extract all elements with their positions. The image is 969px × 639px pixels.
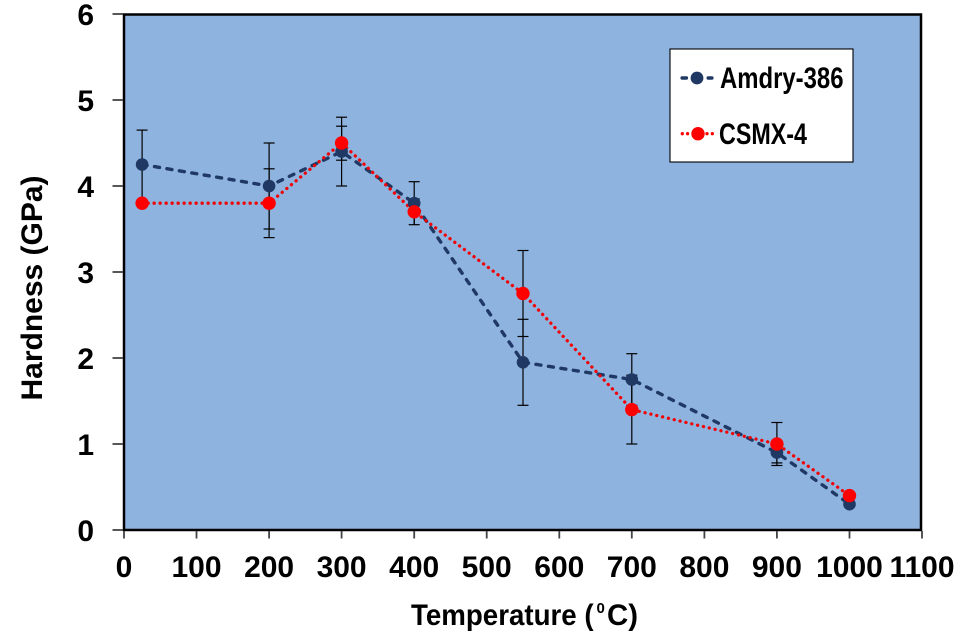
- svg-text:200: 200: [244, 551, 294, 584]
- svg-text:0: 0: [116, 551, 133, 584]
- svg-text:1100: 1100: [889, 551, 954, 584]
- svg-text:5: 5: [77, 85, 94, 118]
- svg-text:100: 100: [171, 551, 221, 584]
- svg-text:400: 400: [389, 551, 439, 584]
- svg-text:0: 0: [597, 600, 605, 617]
- svg-text:0: 0: [77, 515, 94, 548]
- svg-text:900: 900: [752, 551, 802, 584]
- svg-text:800: 800: [679, 551, 729, 584]
- svg-text:CSMX-4: CSMX-4: [719, 118, 807, 151]
- svg-text:Temperature (: Temperature (: [411, 599, 594, 632]
- svg-text:500: 500: [462, 551, 512, 584]
- svg-text:700: 700: [607, 551, 657, 584]
- svg-text:300: 300: [317, 551, 367, 584]
- svg-text:C): C): [607, 599, 638, 632]
- svg-text:Hardness (GPa): Hardness (GPa): [16, 175, 49, 400]
- svg-text:4: 4: [77, 171, 94, 204]
- svg-text:1000: 1000: [816, 551, 883, 584]
- svg-text:2: 2: [77, 343, 94, 376]
- svg-text:6: 6: [77, 0, 94, 32]
- svg-text:1: 1: [77, 429, 94, 462]
- svg-text:600: 600: [534, 551, 584, 584]
- svg-text:3: 3: [77, 257, 94, 290]
- svg-text:Amdry-386: Amdry-386: [720, 62, 844, 95]
